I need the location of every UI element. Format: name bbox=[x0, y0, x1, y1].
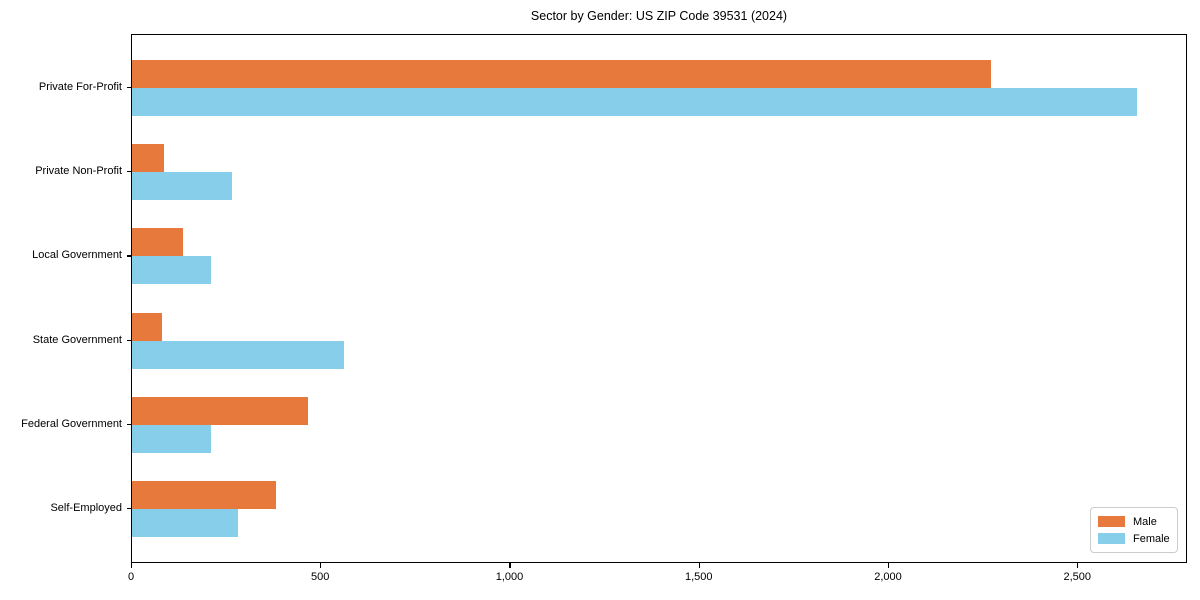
bar-female-2 bbox=[132, 172, 233, 201]
xtick-label: 1,000 bbox=[495, 571, 524, 583]
ytick-label: Private For-Profit bbox=[38, 80, 122, 93]
xtick-label: 500 bbox=[311, 571, 330, 583]
legend-label-female: Female bbox=[1133, 532, 1170, 545]
ytick-label: State Government bbox=[32, 333, 122, 346]
bar-female-3 bbox=[132, 256, 212, 285]
bar-female-4 bbox=[132, 340, 344, 369]
bar-male-2 bbox=[132, 144, 165, 173]
xtick-mark bbox=[509, 563, 511, 568]
bar-female-1 bbox=[132, 87, 1137, 116]
plot-area bbox=[131, 34, 1187, 563]
xtick-label: 2,000 bbox=[874, 571, 902, 583]
ytick-mark bbox=[127, 339, 131, 341]
legend-swatch-female bbox=[1098, 533, 1125, 544]
ytick-mark bbox=[127, 255, 131, 257]
xtick-label: 0 bbox=[127, 571, 135, 583]
xtick-mark bbox=[1077, 563, 1079, 568]
bar-male-3 bbox=[132, 228, 184, 257]
legend-swatch-male bbox=[1098, 516, 1125, 527]
bar-male-1 bbox=[132, 59, 992, 88]
ytick-mark bbox=[127, 508, 131, 510]
chart-title: Sector by Gender: US ZIP Code 39531 (202… bbox=[530, 9, 788, 23]
bar-female-6 bbox=[132, 509, 238, 538]
ytick-label: Self-Employed bbox=[50, 502, 122, 515]
ytick-mark bbox=[127, 86, 131, 88]
legend-item-female: Female bbox=[1098, 533, 1177, 545]
xtick-mark bbox=[320, 563, 322, 568]
legend: Male Female bbox=[1090, 507, 1178, 553]
bar-male-4 bbox=[132, 312, 163, 341]
ytick-label: Federal Government bbox=[21, 417, 122, 430]
bar-male-6 bbox=[132, 481, 276, 510]
ytick-label: Private Non-Profit bbox=[35, 165, 122, 178]
xtick-mark bbox=[698, 563, 700, 568]
xtick-mark bbox=[887, 563, 890, 568]
ytick-label: Local Government bbox=[32, 249, 122, 262]
bar-female-5 bbox=[132, 424, 212, 453]
ytick-mark bbox=[127, 171, 131, 173]
xtick-mark bbox=[131, 563, 133, 568]
legend-label-male: Male bbox=[1133, 515, 1157, 528]
ytick-mark bbox=[127, 423, 131, 426]
xtick-label: 1,500 bbox=[684, 571, 713, 583]
legend-item-male: Male bbox=[1098, 516, 1177, 528]
xtick-label: 2,500 bbox=[1063, 571, 1091, 583]
bar-male-5 bbox=[132, 396, 308, 425]
